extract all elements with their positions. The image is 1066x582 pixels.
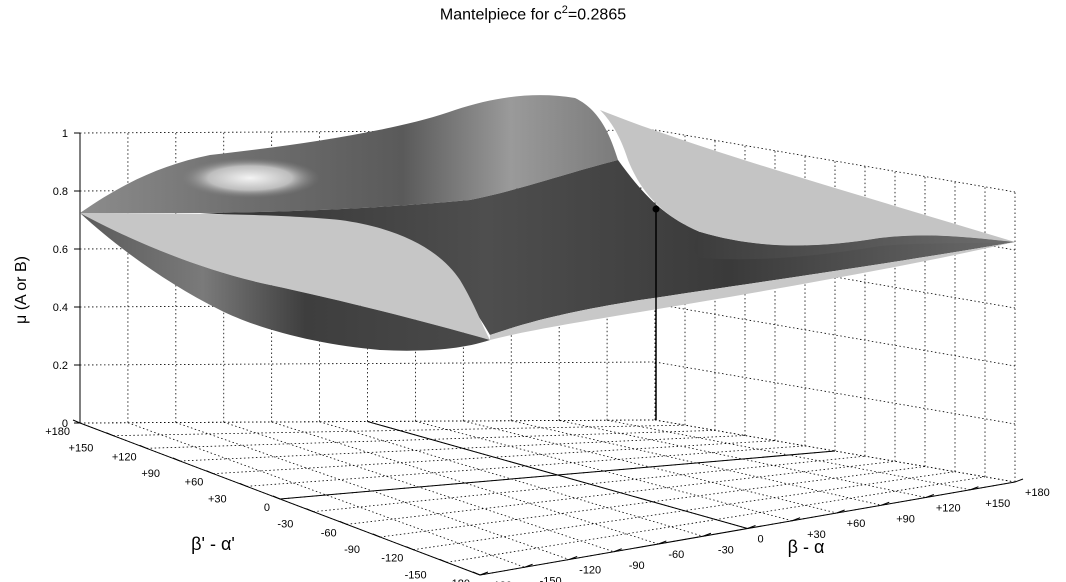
title-superscript: 2	[561, 4, 568, 16]
x-tick-label: -150	[540, 575, 562, 582]
y-tick-label: +180	[45, 426, 70, 438]
y-tick-label: +120	[112, 451, 137, 463]
y-tick	[106, 432, 114, 437]
y-tick-label: +60	[185, 477, 204, 489]
y-tick-label: 0	[264, 502, 270, 514]
y-tick	[406, 546, 414, 551]
x-tick-label: -180	[490, 580, 512, 582]
z-tick-label: 0.8	[53, 186, 68, 198]
floor-grid-x	[113, 424, 686, 437]
y-tick	[272, 495, 281, 500]
x-tick	[1014, 478, 1024, 483]
y-tick-label: -120	[381, 553, 403, 565]
x-axis-label: β - α	[788, 537, 825, 557]
z-tick-label: 0	[62, 418, 68, 430]
z-tick-label: 1	[62, 128, 68, 140]
title-prefix: Mantelpiece for c	[439, 6, 562, 24]
floor-grid-y	[415, 420, 793, 522]
surface-highlight	[180, 158, 320, 198]
x-tick-label: -60	[668, 549, 684, 561]
y-tick	[439, 558, 447, 563]
x-tick-label: +30	[807, 529, 826, 541]
z-tick-label: 0.2	[53, 360, 68, 372]
x-tick-label: +60	[847, 518, 866, 530]
y-axis-label: β' - α'	[191, 534, 235, 554]
surface-right-ridge	[694, 232, 1015, 260]
y-tick	[139, 444, 147, 449]
y-tick	[72, 419, 81, 424]
wall-grid-z-right	[654, 129, 1016, 193]
x-tick-label: +150	[985, 498, 1010, 510]
z-tick-label: 0.4	[53, 302, 68, 314]
highlight-marker	[652, 205, 660, 420]
y-tick-label: +30	[208, 493, 227, 505]
x-tick	[791, 517, 801, 522]
chart-title: Mantelpiece for c2=0.2865	[0, 4, 1066, 24]
x-tick-label: -30	[718, 544, 734, 556]
x-tick	[613, 548, 622, 553]
y-tick-label: -180	[448, 578, 470, 582]
x-tick	[479, 571, 489, 576]
x-tick	[836, 509, 845, 514]
x-tick-label: 0	[758, 534, 764, 546]
x-tick-label: -90	[629, 560, 645, 572]
z-axis-label: μ (A or B)	[13, 256, 30, 324]
x-tick	[658, 540, 667, 545]
y-tick-label: -150	[405, 569, 427, 581]
y-tick	[306, 508, 314, 513]
x-tick	[747, 525, 756, 529]
x-tick-label: +180	[1025, 487, 1050, 499]
y-tick	[339, 520, 347, 525]
x-tick-label: +120	[936, 503, 961, 515]
x-tick	[702, 532, 712, 537]
floor-grid-y	[511, 420, 882, 506]
z-tick-label: 0.6	[53, 244, 68, 256]
floor-center-line-y	[367, 421, 748, 529]
y-tick-label: +90	[141, 468, 160, 480]
title-suffix: =0.2865	[567, 6, 627, 24]
floor-grid-x	[246, 445, 806, 487]
y-tick	[372, 533, 381, 538]
tick-labels: 0 0.2 0.4 0.6 0.8 1 +180 +150 +120 +90 +60 +30 0 -30 -…	[45, 128, 1050, 582]
marker-point	[652, 205, 660, 213]
y-tick	[472, 571, 481, 576]
y-tick	[239, 482, 247, 487]
y-tick	[172, 457, 181, 462]
x-tick-label: -120	[579, 565, 601, 577]
x-tick-label: +90	[896, 513, 915, 525]
surface-right-plane	[600, 110, 1015, 246]
x-tick	[970, 486, 979, 491]
y-tick-label: -30	[277, 519, 293, 531]
surface-left-flap	[80, 213, 490, 340]
y-tick-label: -90	[344, 544, 360, 556]
x-tick	[568, 556, 578, 560]
x-tick	[524, 563, 533, 568]
x-tick	[925, 494, 935, 498]
y-tick-label: -60	[321, 527, 337, 539]
floor-grid-y	[559, 420, 926, 498]
y-tick	[206, 470, 214, 475]
surface-center-basin	[200, 160, 1015, 335]
wall-grid-z-right	[654, 361, 1016, 425]
x-tick	[881, 501, 890, 506]
surface-front-plane	[490, 242, 1015, 340]
surface-front-left-wall	[80, 213, 490, 351]
surface-mesh	[80, 95, 1015, 351]
y-tick-label: +150	[69, 443, 94, 455]
